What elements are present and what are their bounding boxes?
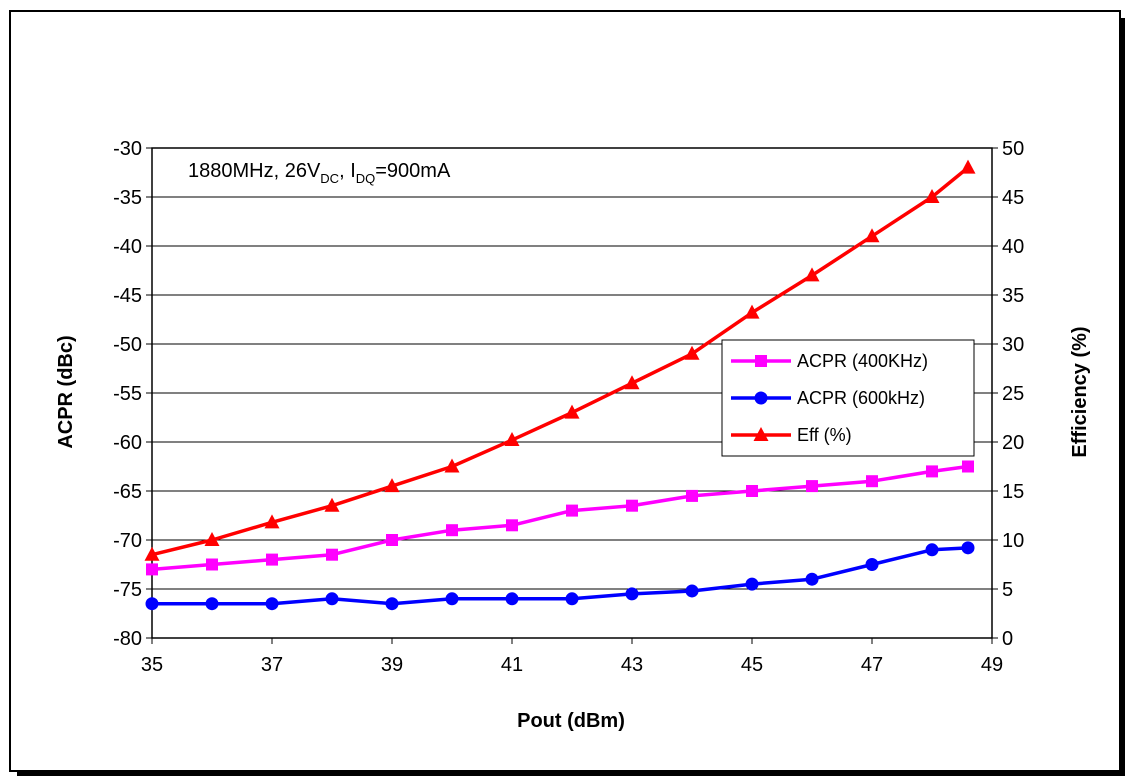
acpr-600khz-point	[865, 558, 879, 571]
y-left-axis-title: ACPR (dBc)	[55, 335, 77, 448]
annotation-sub-dq: DQ	[356, 171, 376, 186]
acpr-400khz-point	[746, 485, 758, 497]
x-tick-label: 41	[501, 654, 523, 676]
y-left-tick-label: -30	[113, 138, 142, 160]
y-right-tick-label: 10	[1002, 530, 1024, 552]
acpr-400khz-point	[506, 519, 518, 532]
acpr-600khz-point	[205, 597, 219, 611]
acpr-400khz-point	[446, 524, 458, 537]
legend-swatch-marker-acpr-400khz	[755, 355, 767, 367]
acpr-600khz-point	[925, 543, 939, 557]
y-left-tick-label: -75	[113, 579, 142, 601]
annotation-main: 1880MHz, 26V	[188, 160, 321, 182]
acpr-400khz-point	[566, 504, 578, 517]
x-tick-label: 45	[741, 654, 763, 676]
frame-shadow-bottom	[17, 772, 1125, 776]
y-left-tick-label: -45	[113, 285, 142, 307]
acpr-400khz-point	[866, 475, 878, 488]
annotation-mid: , I	[339, 160, 356, 182]
acpr-600khz-point	[625, 587, 639, 601]
y-left-tick-label: -65	[113, 481, 142, 503]
acpr-400khz-point	[806, 480, 818, 493]
y-right-tick-label: 25	[1002, 383, 1024, 405]
efficiency-point	[924, 189, 940, 203]
legend-label-acpr-600khz: ACPR (600kHz)	[797, 388, 925, 408]
y-right-tick-label: 45	[1002, 187, 1024, 209]
efficiency-point	[564, 404, 580, 419]
efficiency-point	[204, 532, 220, 546]
efficiency-point	[624, 375, 640, 390]
acpr-600khz-point	[685, 584, 699, 598]
y-right-axis-title: Efficiency (%)	[1069, 326, 1091, 457]
efficiency-point	[684, 345, 700, 360]
y-right-tick-label: 50	[1002, 138, 1024, 160]
efficiency-point	[144, 546, 160, 561]
acpr-400khz-point	[266, 553, 278, 566]
acpr-400khz-point	[206, 558, 218, 571]
acpr-400khz-point	[386, 534, 398, 546]
acpr-600khz-point	[565, 592, 579, 606]
acpr-400khz-point	[626, 499, 638, 512]
legend-swatch-marker-efficiency	[753, 427, 769, 441]
x-tick-label: 39	[381, 654, 403, 676]
efficiency-point	[960, 159, 976, 174]
acpr-600khz-point	[145, 597, 159, 611]
series-layer	[144, 159, 976, 611]
legend-swatch-marker-acpr-600khz	[754, 391, 768, 405]
x-tick-label: 37	[261, 654, 283, 676]
y-right-tick-label: 20	[1002, 432, 1024, 454]
frame-shadow-right	[1121, 18, 1125, 776]
y-right-tick-label: 5	[1002, 579, 1013, 601]
y-left-tick-label: -80	[113, 628, 142, 650]
x-tick-label: 47	[861, 654, 883, 676]
conditions-annotation: 1880MHz, 26VDC, IDQ=900mA	[188, 160, 451, 186]
legend-label-acpr-400khz: ACPR (400KHz)	[797, 351, 928, 371]
legend: ACPR (400KHz) ACPR (600kHz) Eff (%)	[721, 339, 975, 457]
efficiency-point	[804, 267, 820, 282]
annotation-sub-dc: DC	[320, 171, 339, 186]
y-left-tick-label: -40	[113, 236, 142, 258]
annotation-tail: =900mA	[375, 160, 451, 182]
efficiency-point	[864, 228, 880, 243]
acpr-600khz-point	[385, 597, 399, 611]
y-left-tick-label: -50	[113, 334, 142, 356]
efficiency-point	[504, 432, 520, 447]
y-left-tick-label: -60	[113, 432, 142, 454]
acpr-600khz-point	[505, 592, 519, 606]
y-left-tick-label: -35	[113, 187, 142, 209]
y-left-tick-label: -55	[113, 383, 142, 405]
x-tick-label: 49	[981, 654, 1003, 676]
acpr-600khz-point	[961, 541, 975, 555]
acpr-600khz-point	[265, 597, 279, 611]
efficiency-point	[384, 478, 400, 493]
efficiency-point	[264, 514, 280, 529]
acpr-600khz-point	[805, 572, 819, 586]
y-left-tick-label: -70	[113, 530, 142, 552]
efficiency-point	[444, 458, 460, 473]
acpr-400khz-point	[326, 548, 338, 561]
acpr-400khz-point	[686, 489, 698, 502]
acpr-600khz-point	[325, 592, 339, 606]
x-tick-label: 35	[141, 654, 163, 676]
acpr-600khz-point	[445, 592, 459, 606]
acpr-600khz-point	[745, 577, 759, 591]
axis-ticks: -30-35-40-45-50-55-60-65-70-75-805045403…	[113, 138, 1024, 676]
y-right-tick-label: 15	[1002, 481, 1024, 503]
y-right-tick-label: 40	[1002, 236, 1024, 258]
acpr-400khz-point	[962, 460, 974, 473]
x-axis-title: Pout (dBm)	[517, 710, 625, 732]
y-right-tick-label: 35	[1002, 285, 1024, 307]
acpr-400khz-point	[146, 563, 158, 576]
acpr-400khz-point	[926, 465, 938, 478]
efficiency-point	[324, 497, 340, 512]
legend-label-efficiency: Eff (%)	[797, 425, 852, 445]
efficiency-point	[744, 304, 760, 319]
x-tick-label: 43	[621, 654, 643, 676]
y-right-tick-label: 30	[1002, 334, 1024, 356]
y-right-tick-label: 0	[1002, 628, 1013, 650]
